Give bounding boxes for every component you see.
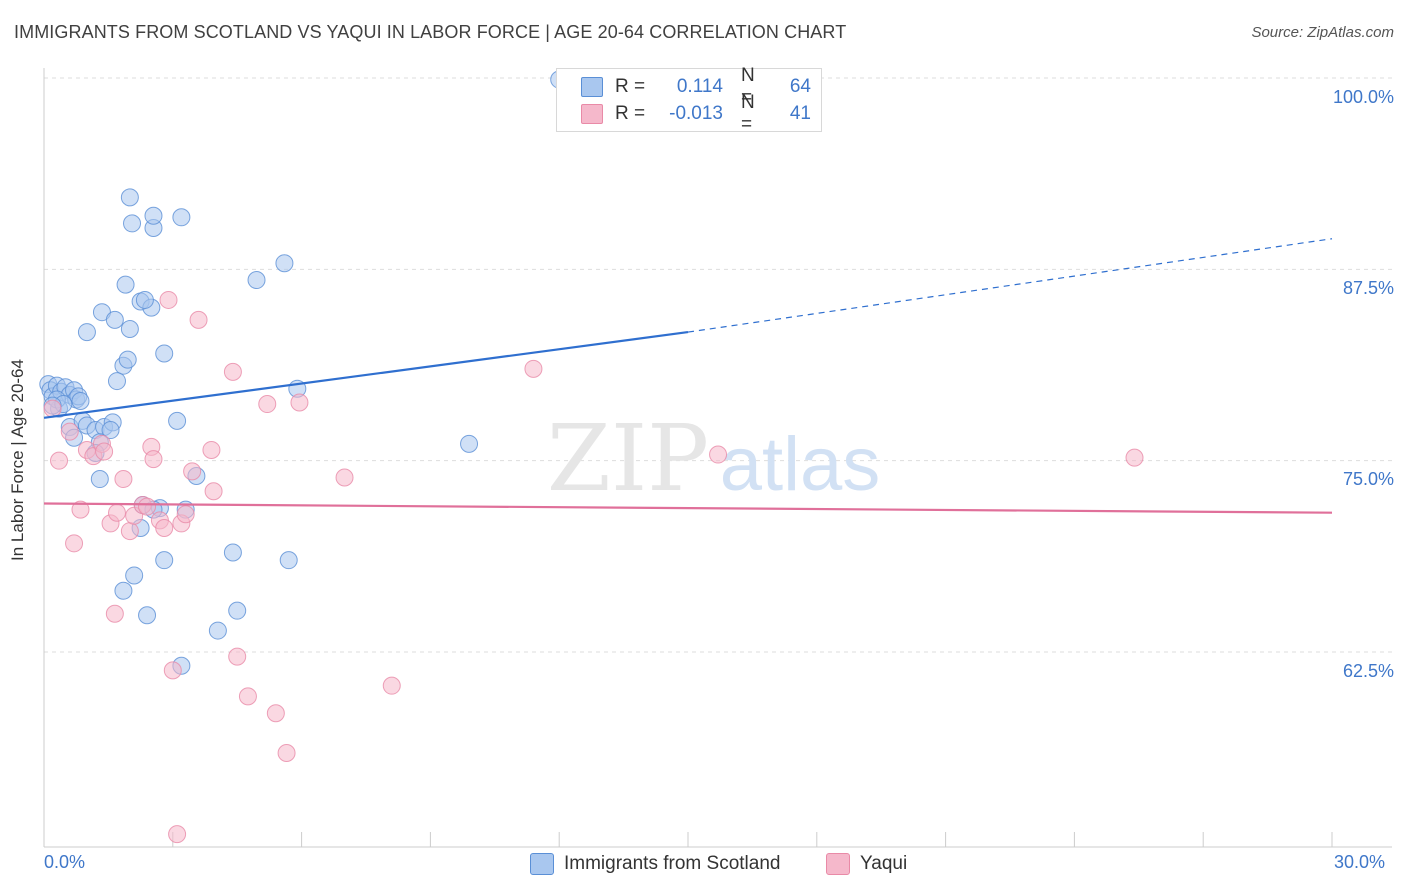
axes <box>43 68 1392 848</box>
data-point-pink <box>114 470 133 489</box>
data-point-pink <box>238 687 257 706</box>
data-point-pink <box>258 395 277 414</box>
trend-line-pink <box>43 502 1333 514</box>
trend-extension-blue <box>687 238 1333 333</box>
data-point-pink <box>144 450 163 469</box>
y-tick-100: 100.0% <box>1332 87 1394 107</box>
data-point-blue <box>247 271 266 290</box>
data-point-pink <box>138 497 157 516</box>
data-point-pink <box>183 462 202 481</box>
data-point-blue <box>135 290 154 309</box>
data-point-blue <box>144 206 163 225</box>
data-point-blue <box>228 601 247 620</box>
legend-r-value: 0.114 <box>676 76 723 97</box>
legend-n-label: N = <box>741 65 755 108</box>
data-point-blue <box>71 391 90 410</box>
data-point-blue <box>138 606 157 625</box>
data-point-blue <box>90 470 109 489</box>
data-point-blue <box>116 275 135 294</box>
data-point-blue <box>107 372 126 391</box>
data-point-blue <box>223 543 242 562</box>
data-point-pink <box>290 393 309 412</box>
data-point-blue <box>275 254 294 273</box>
y-tick-75: 75.0% <box>1342 469 1394 489</box>
data-point-blue <box>168 411 187 430</box>
data-point-blue <box>123 214 142 233</box>
legend-n-value: 41 <box>789 103 811 124</box>
data-point-pink <box>277 744 296 763</box>
data-point-pink <box>163 661 182 680</box>
data-point-blue <box>172 208 191 227</box>
data-point-pink <box>155 519 174 538</box>
legend-item-yaqui: Yaqui <box>826 852 907 876</box>
data-point-pink <box>1125 448 1144 467</box>
data-point-pink <box>95 442 114 461</box>
data-point-pink <box>176 505 195 524</box>
gridlines <box>44 77 1392 653</box>
legend-r-label: R = <box>615 76 646 97</box>
y-axis-label: In Labor Force | Age 20-64 <box>8 359 27 561</box>
data-point-pink <box>223 362 242 381</box>
data-point-pink <box>189 310 208 329</box>
data-point-pink <box>105 604 124 623</box>
data-point-pink <box>335 468 354 487</box>
data-point-pink <box>228 647 247 666</box>
data-point-blue <box>105 310 124 329</box>
data-point-pink <box>204 482 223 501</box>
points <box>39 70 1144 844</box>
legend-swatch-pink <box>826 853 850 875</box>
x-tick-max: 30.0% <box>1334 852 1386 872</box>
data-point-pink <box>60 422 79 441</box>
data-point-pink <box>168 825 187 844</box>
data-point-blue <box>279 551 298 570</box>
legend-swatch-pink <box>581 104 603 124</box>
legend-label-scotland: Immigrants from Scotland <box>564 853 781 874</box>
data-point-blue <box>208 621 227 640</box>
legend-swatch-blue <box>581 77 603 97</box>
x-tick-min: 0.0% <box>44 852 86 872</box>
chart-title: IMMIGRANTS FROM SCOTLAND VS YAQUI IN LAB… <box>14 22 847 42</box>
legend-n-label: N = <box>741 92 755 135</box>
data-point-pink <box>71 500 90 519</box>
y-tick-62-5: 62.5% <box>1342 661 1394 681</box>
legend-row-yaqui: R = -0.013 N = 41 <box>581 92 811 135</box>
data-point-pink <box>382 676 401 695</box>
legend-row-scotland: R = 0.114 N = 64 <box>581 65 811 108</box>
data-point-pink <box>159 290 178 309</box>
data-point-blue <box>114 581 133 600</box>
watermark: ZIP atlas <box>547 405 880 512</box>
data-point-pink <box>50 451 69 470</box>
data-point-blue <box>155 551 174 570</box>
data-point-blue <box>118 350 137 369</box>
data-point-pink <box>43 399 62 418</box>
data-point-pink <box>266 704 285 723</box>
stats-legend: R = 0.114 N = 64 R = -0.013 N = 41 <box>556 65 822 135</box>
data-point-blue <box>101 421 120 440</box>
data-point-blue <box>120 320 139 339</box>
legend-r-value: -0.013 <box>669 103 723 124</box>
legend-r-label: R = <box>615 103 646 124</box>
legend-swatch-blue <box>530 853 554 875</box>
data-point-pink <box>202 440 221 459</box>
y-tick-87-5: 87.5% <box>1342 278 1394 298</box>
data-point-blue <box>155 344 174 363</box>
watermark-zip: ZIP <box>547 405 709 512</box>
trend-lines <box>43 238 1333 514</box>
trend-line-blue <box>43 331 689 419</box>
source-credit: Source: ZipAtlas.com <box>1251 24 1394 41</box>
legend-label-yaqui: Yaqui <box>860 853 908 874</box>
data-point-blue <box>120 188 139 207</box>
data-point-pink <box>65 534 84 553</box>
data-point-pink <box>107 503 126 522</box>
data-point-blue <box>460 434 479 453</box>
data-point-blue <box>77 323 96 342</box>
data-point-pink <box>120 522 139 541</box>
legend-item-scotland: Immigrants from Scotland <box>530 852 780 876</box>
watermark-atlas: atlas <box>720 422 881 507</box>
data-point-pink <box>524 359 543 378</box>
data-point-blue <box>125 566 144 585</box>
data-point-pink <box>709 445 728 464</box>
legend-n-value: 64 <box>789 76 811 97</box>
